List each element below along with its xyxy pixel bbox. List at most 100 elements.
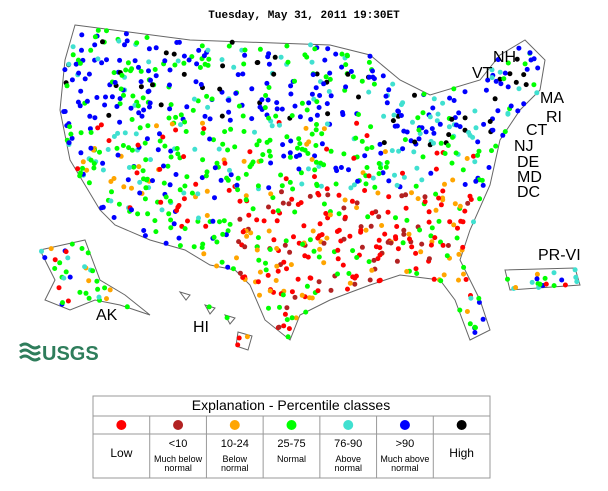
- station-dot: [440, 195, 446, 201]
- station-dot: [449, 160, 455, 166]
- station-dot: [263, 93, 269, 98]
- station-dot: [346, 271, 352, 276]
- station-dot: [134, 40, 140, 46]
- station-dot: [73, 61, 79, 67]
- state-label: HI: [193, 319, 209, 336]
- station-dot: [96, 294, 102, 300]
- station-dot: [109, 189, 114, 195]
- legend-swatch: [173, 420, 184, 430]
- station-dot: [252, 129, 257, 135]
- station-dot: [281, 259, 287, 265]
- station-dot: [173, 172, 179, 177]
- station-dot: [142, 196, 148, 202]
- station-dot: [204, 93, 210, 99]
- station-dot: [383, 164, 389, 170]
- station-dot: [218, 177, 224, 183]
- station-dot: [327, 76, 333, 82]
- station-dot: [290, 186, 296, 192]
- station-dot: [199, 245, 205, 250]
- station-dot: [136, 110, 142, 116]
- station-dot: [477, 196, 483, 202]
- station-dot: [258, 158, 264, 164]
- station-dot: [198, 82, 204, 87]
- station-dot: [376, 278, 382, 284]
- station-dot: [573, 274, 579, 280]
- station-dot: [155, 147, 161, 153]
- station-dot: [287, 154, 293, 160]
- station-dot: [100, 160, 106, 166]
- station-dot: [354, 205, 360, 211]
- station-dot: [386, 178, 392, 184]
- station-dot: [90, 268, 96, 274]
- station-dot: [275, 208, 281, 214]
- station-dot: [92, 42, 98, 48]
- station-dot: [502, 129, 508, 135]
- station-dot: [327, 212, 333, 218]
- station-dot: [114, 145, 120, 151]
- legend-label: Above normal: [334, 454, 362, 473]
- station-dot: [256, 257, 262, 263]
- station-dot: [308, 42, 313, 48]
- station-dot: [393, 236, 399, 242]
- station-dot: [263, 260, 268, 266]
- station-dot: [232, 144, 238, 150]
- station-dot: [193, 181, 199, 187]
- station-dot: [493, 78, 499, 84]
- station-dot: [102, 102, 108, 108]
- station-dot: [427, 114, 433, 120]
- station-dot: [366, 59, 372, 65]
- station-dot: [366, 89, 372, 95]
- station-dot: [95, 27, 101, 33]
- station-dot: [287, 249, 293, 255]
- station-dot: [281, 323, 287, 329]
- station-dot: [334, 229, 340, 234]
- station-dot: [446, 132, 452, 138]
- station-dot: [108, 179, 114, 184]
- station-dot: [460, 244, 466, 250]
- station-dot: [109, 94, 115, 100]
- station-dot: [304, 283, 310, 289]
- station-dot: [333, 181, 339, 187]
- station-dot: [324, 101, 330, 107]
- station-dot: [414, 271, 420, 276]
- station-dot: [153, 45, 159, 51]
- station-dot: [106, 138, 112, 144]
- station-dot: [426, 209, 432, 215]
- station-dot: [398, 113, 404, 118]
- station-dot: [141, 107, 147, 113]
- station-dot: [244, 334, 250, 340]
- station-dot: [534, 276, 540, 282]
- station-dot: [340, 262, 346, 268]
- station-dot: [475, 139, 481, 145]
- station-dot: [449, 116, 455, 122]
- station-dot: [495, 57, 501, 63]
- station-dot: [125, 60, 131, 66]
- station-dot: [485, 77, 491, 83]
- station-dot: [433, 166, 439, 172]
- station-dot: [368, 124, 374, 130]
- station-dot: [134, 170, 140, 176]
- station-dot: [167, 106, 173, 112]
- station-dot: [406, 231, 412, 237]
- station-dot: [349, 198, 355, 204]
- station-dot: [78, 130, 84, 136]
- station-dot: [129, 147, 135, 153]
- station-dot: [148, 77, 153, 83]
- station-dot: [433, 207, 439, 213]
- station-dot: [123, 31, 129, 37]
- station-dot: [314, 99, 320, 105]
- station-dot: [255, 235, 261, 241]
- usgs-logo: USGS: [19, 342, 99, 365]
- station-dot: [143, 185, 149, 191]
- station-dot: [311, 248, 317, 254]
- legend-range: >90: [396, 438, 415, 450]
- station-dot: [97, 149, 102, 155]
- station-dot: [543, 281, 549, 287]
- station-dot: [358, 224, 364, 230]
- station-dot: [435, 111, 441, 117]
- station-dot: [522, 61, 528, 67]
- station-dot: [447, 95, 453, 101]
- station-dot: [129, 207, 134, 213]
- station-dot: [257, 269, 263, 275]
- station-dot: [394, 258, 400, 264]
